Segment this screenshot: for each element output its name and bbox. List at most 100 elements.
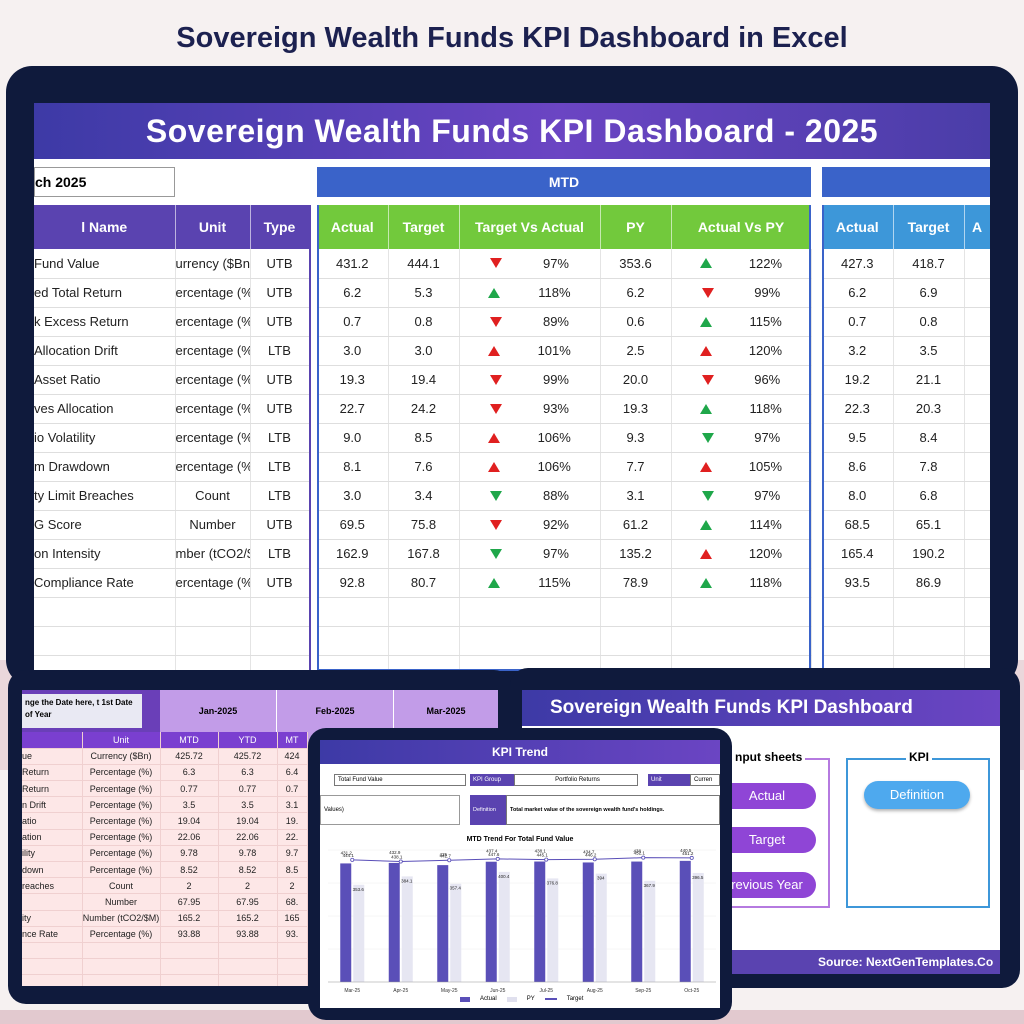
- ytd-target-header: Target: [893, 205, 965, 249]
- actual-bar: [679, 860, 691, 982]
- ytd-target: 86.9: [893, 568, 965, 598]
- mtd-target-vs-actual: 101%: [459, 336, 601, 366]
- ytd-target: 8.4: [893, 423, 965, 453]
- ytd-cut: [964, 336, 990, 366]
- mtd-py: 7.7: [600, 452, 672, 482]
- actual-sheet-button[interactable]: Actual: [718, 783, 816, 809]
- empty-cell: [671, 597, 812, 627]
- target-point: [398, 859, 403, 864]
- empty-cell: [250, 626, 310, 656]
- table-row: Compliance Rate ercentage (% UTB: [34, 568, 310, 598]
- ytd-cut-header: A: [964, 205, 990, 249]
- empty-row: [822, 597, 990, 627]
- mtd-actual-vs-py: 97%: [671, 423, 812, 453]
- percent-value: 101%: [537, 343, 571, 358]
- kpi-name: ves Allocation: [34, 394, 176, 424]
- values-label: Values): [320, 795, 460, 825]
- ytd-target: 6.8: [893, 481, 965, 511]
- status-arrow-icon: [700, 519, 713, 530]
- lt-cell: Percentage (%): [82, 845, 161, 863]
- empty-cell: [600, 655, 672, 671]
- percent-value: 88%: [542, 488, 569, 503]
- ytd-actual: 93.5: [822, 568, 894, 598]
- percent-value: 106%: [537, 459, 571, 474]
- kpi-unit: ercentage (%: [175, 336, 251, 366]
- empty-cell: [175, 626, 251, 656]
- source-text: Source: NextGenTemplates.Co: [818, 955, 994, 969]
- status-arrow-icon: [699, 345, 712, 356]
- lt-cell: 93.: [277, 926, 308, 943]
- ytd-group-header: [822, 167, 990, 197]
- definition-button[interactable]: Definition: [864, 781, 970, 809]
- table-row: 0.7 0.8 89% 0.6 115%: [317, 307, 812, 337]
- target-data-label: 442.7: [440, 853, 452, 858]
- lt-cell: 0.7: [277, 780, 308, 798]
- lt-cell: ility: [22, 845, 83, 863]
- empty-cell: [175, 597, 251, 627]
- empty-cell: [671, 626, 812, 656]
- mtd-table: Actual Target Target Vs Actual PY Actual Vs …: [317, 205, 812, 671]
- lt-cell: 9.7: [277, 845, 308, 863]
- kpi-type: LTB: [250, 481, 310, 511]
- lt-cell: Percentage (%): [82, 796, 161, 814]
- x-tick-label: Oct-25: [684, 988, 699, 994]
- py-data-label: 396.5: [692, 875, 704, 880]
- empty-cell: [600, 626, 672, 656]
- ytd-target: 0.8: [893, 307, 965, 337]
- legend-actual: Actual: [480, 996, 497, 1002]
- kpi-name-select[interactable]: Total Fund Value: [334, 774, 466, 786]
- definition-text: Total market value of the sovereign weal…: [506, 795, 720, 825]
- table-row: 3.0 3.4 88% 3.1 97%: [317, 481, 812, 511]
- status-arrow-icon: [489, 258, 502, 269]
- mtd-target: 444.1: [388, 249, 460, 279]
- py-bar: [450, 883, 462, 982]
- ytd-actual: 427.3: [822, 249, 894, 279]
- empty-cell: [250, 597, 310, 627]
- target-sheet-button[interactable]: Target: [718, 827, 816, 853]
- ytd-cut: [964, 278, 990, 308]
- x-tick-label: May-25: [441, 988, 458, 994]
- trend-title-bar: [320, 740, 720, 764]
- table-row: 8.6 7.8: [822, 452, 990, 482]
- lt-cell: [22, 893, 83, 911]
- py-data-label: 357.4: [450, 886, 462, 891]
- status-arrow-icon: [489, 374, 502, 385]
- mtd-target-vs-actual: 93%: [459, 394, 601, 424]
- percent-value: 106%: [537, 430, 571, 445]
- kpi-name-header: l Name: [34, 205, 176, 249]
- status-arrow-icon: [488, 577, 501, 588]
- table-row: 19.3 19.4 99% 20.0 96%: [317, 365, 812, 395]
- mtd-target-vs-actual: 106%: [459, 452, 601, 482]
- status-arrow-icon: [700, 316, 713, 327]
- ytd-target: 21.1: [893, 365, 965, 395]
- mtd-target: 80.7: [388, 568, 460, 598]
- lt-empty-cell: [22, 958, 83, 976]
- actual-bar: [485, 861, 497, 982]
- nav-title-bar: [522, 690, 1000, 726]
- previous-year-sheet-button[interactable]: revious Year: [718, 872, 816, 898]
- lt-cell: Percentage (%): [82, 829, 161, 846]
- target-point: [447, 858, 452, 863]
- actual-bar: [534, 861, 546, 982]
- lt-cell: 0.77: [218, 780, 278, 798]
- mtd-actual: 9.0: [317, 423, 389, 453]
- kpi-type: UTB: [250, 394, 310, 424]
- target-point: [350, 857, 355, 862]
- mtd-actual: 8.1: [317, 452, 389, 482]
- empty-cell: [459, 597, 601, 627]
- percent-value: 120%: [748, 343, 783, 358]
- actual-bar: [388, 862, 400, 982]
- ytd-table-border: [822, 205, 990, 671]
- kpi-unit: Number: [175, 510, 251, 540]
- kpi-name: ty Limit Breaches: [34, 481, 176, 511]
- mtd-py-header: PY: [600, 205, 672, 249]
- month-select[interactable]: ch 2025: [34, 167, 175, 197]
- percent-value: 99%: [754, 285, 781, 300]
- x-tick-label: Sep-25: [635, 988, 651, 994]
- mtd-target-vs-actual: 118%: [459, 278, 601, 308]
- table-row: io Volatility ercentage (% LTB: [34, 423, 310, 453]
- status-arrow-icon: [699, 548, 712, 559]
- mtd-actual: 431.2: [317, 249, 389, 279]
- ytd-actual: 3.2: [822, 336, 894, 366]
- lt-cell: 9.78: [160, 845, 219, 863]
